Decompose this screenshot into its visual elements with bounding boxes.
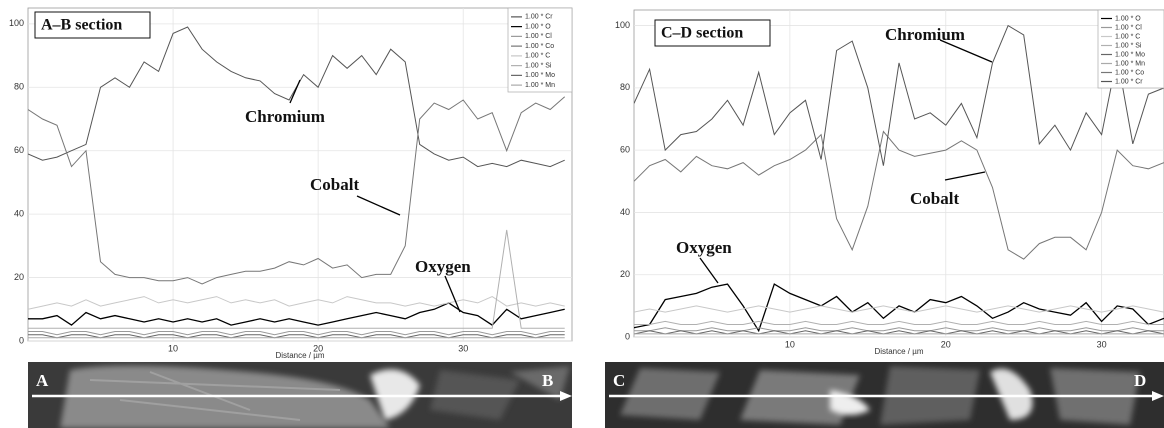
- legend-label: 1.00 * C: [525, 53, 550, 60]
- annotation: Cobalt: [910, 189, 959, 208]
- annotation: Oxygen: [676, 238, 732, 257]
- section-start-label: C: [613, 371, 625, 390]
- legend-label: 1.00 * O: [525, 23, 551, 30]
- section-end-label: D: [1134, 371, 1146, 390]
- section-start-label: A: [36, 371, 49, 390]
- y-tick-label: 100: [9, 18, 24, 28]
- legend-label: 1.00 * Cr: [1115, 78, 1143, 85]
- section-end-label: B: [542, 371, 553, 390]
- x-axis-label: Distance / µm: [874, 347, 923, 356]
- legend-label: 1.00 * Si: [525, 62, 552, 69]
- y-tick-label: 60: [620, 145, 630, 155]
- chart-title: C–D section: [661, 25, 743, 42]
- x-tick-label: 10: [168, 343, 178, 353]
- y-tick-label: 60: [14, 145, 24, 155]
- y-tick-label: 80: [14, 82, 24, 92]
- y-tick-label: 0: [625, 331, 630, 341]
- annotation: Chromium: [245, 107, 325, 126]
- legend-label: 1.00 * Cl: [525, 33, 552, 40]
- legend-label: 1.00 * Cr: [525, 14, 553, 21]
- y-tick-label: 40: [620, 207, 630, 217]
- y-tick-label: 40: [14, 209, 24, 219]
- annotation: Cobalt: [310, 175, 359, 194]
- legend-label: 1.00 * Cl: [1115, 24, 1142, 31]
- legend-label: 1.00 * Co: [525, 43, 554, 50]
- x-tick-label: 30: [458, 343, 468, 353]
- x-tick-label: 20: [941, 339, 951, 349]
- y-tick-label: 80: [620, 82, 630, 92]
- x-tick-label: 10: [785, 339, 795, 349]
- legend-label: 1.00 * C: [1115, 33, 1140, 40]
- legend-label: 1.00 * Mn: [1115, 60, 1145, 67]
- legend-label: 1.00 * Co: [1115, 69, 1144, 76]
- y-tick-label: 20: [620, 269, 630, 279]
- legend-label: 1.00 * Si: [1115, 42, 1142, 49]
- x-tick-label: 30: [1097, 339, 1107, 349]
- y-tick-label: 100: [615, 20, 630, 30]
- y-tick-label: 0: [19, 335, 24, 345]
- chart-title: A–B section: [41, 17, 122, 34]
- legend-label: 1.00 * Mo: [1115, 51, 1145, 58]
- legend-label: 1.00 * O: [1115, 15, 1141, 22]
- annotation: Chromium: [885, 25, 965, 44]
- plot-area: [28, 8, 572, 341]
- x-axis-label: Distance / µm: [275, 351, 324, 360]
- legend-label: 1.00 * Mo: [525, 72, 555, 79]
- legend-label: 1.00 * Mn: [525, 82, 555, 89]
- plot-area: [634, 10, 1164, 337]
- figure: 020406080100102030Distance / µmA–B secti…: [0, 0, 1164, 428]
- y-tick-label: 20: [14, 272, 24, 282]
- annotation: Oxygen: [415, 257, 471, 276]
